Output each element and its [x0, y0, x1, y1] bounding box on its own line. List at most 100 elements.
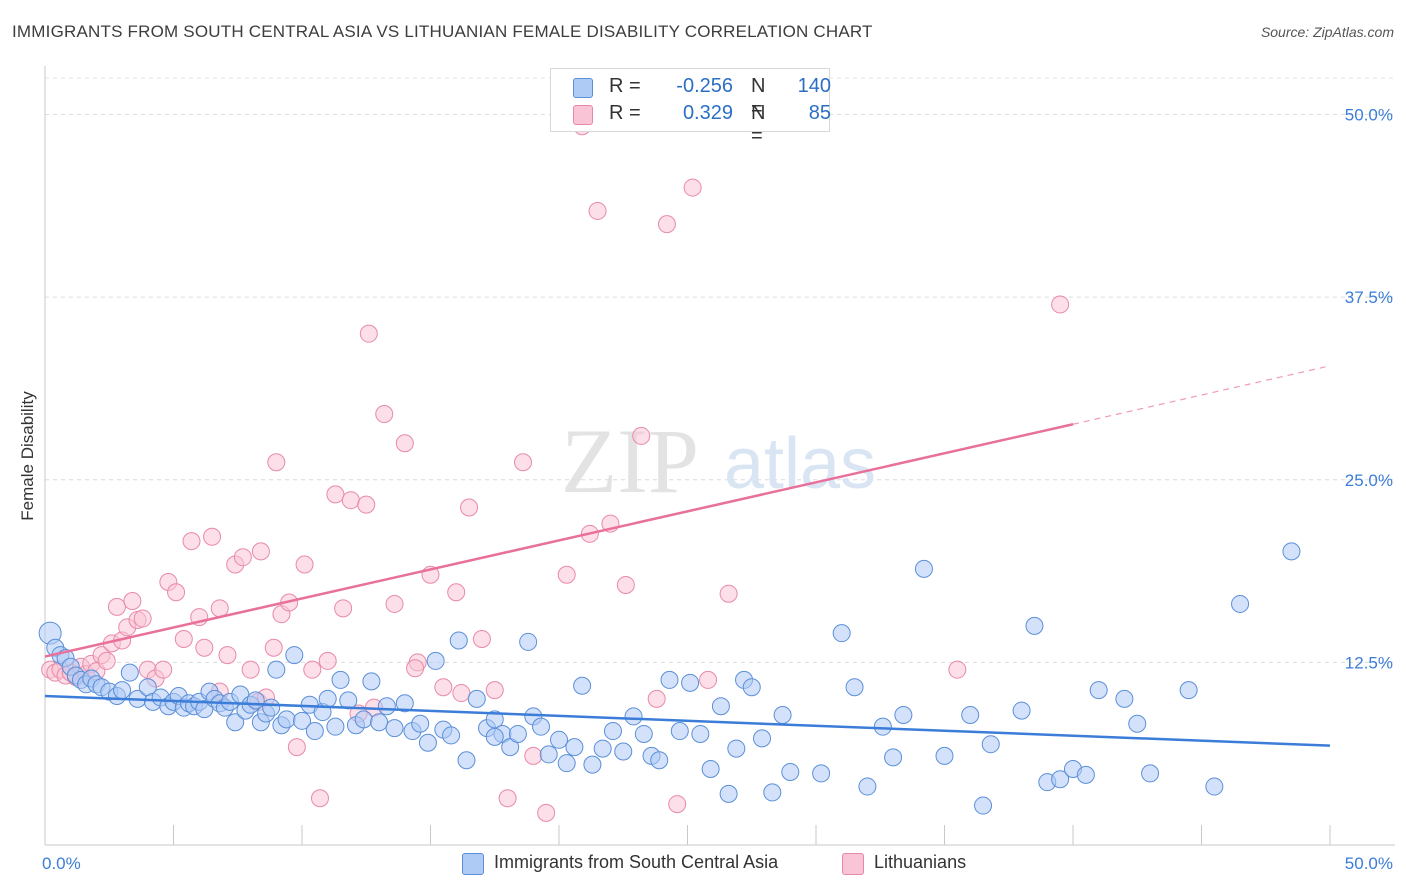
data-point-lithuanians — [310, 789, 329, 808]
data-point-lithuanians — [447, 583, 466, 602]
y-tick-label: 25.0% — [1345, 471, 1393, 490]
data-point-south-central-asia — [961, 705, 980, 724]
data-point-lithuanians — [719, 584, 738, 603]
data-point-south-central-asia — [377, 697, 396, 716]
data-point-south-central-asia — [974, 796, 993, 815]
data-point-south-central-asia — [1179, 681, 1198, 700]
legend-r-value-pink: 0.329 — [682, 102, 733, 124]
data-point-south-central-asia — [650, 751, 669, 770]
data-point-south-central-asia — [285, 646, 304, 665]
data-point-south-central-asia — [884, 748, 903, 767]
axes — [44, 66, 1395, 846]
data-point-south-central-asia — [305, 722, 324, 741]
data-point-south-central-asia — [858, 777, 877, 796]
data-point-south-central-asia — [935, 746, 954, 765]
data-point-south-central-asia — [539, 745, 558, 764]
data-point-lithuanians — [359, 324, 378, 343]
chart-title: IMMIGRANTS FROM SOUTH CENTRAL ASIA VS LI… — [12, 22, 873, 41]
data-point-south-central-asia — [981, 735, 1000, 754]
data-point-south-central-asia — [624, 707, 643, 726]
data-point-lithuanians — [123, 592, 142, 611]
data-point-lithuanians — [452, 684, 471, 703]
data-point-south-central-asia — [1025, 616, 1044, 635]
data-point-south-central-asia — [691, 724, 710, 743]
y-tick-label: 37.5% — [1345, 288, 1393, 307]
data-point-south-central-asia — [781, 762, 800, 781]
data-point-south-central-asia — [501, 738, 520, 757]
data-point-lithuanians — [203, 527, 222, 546]
data-point-south-central-asia — [565, 738, 584, 757]
data-point-lithuanians — [241, 660, 260, 679]
data-point-south-central-asia — [773, 705, 792, 724]
data-point-lithuanians — [174, 630, 193, 649]
watermark-atlas: atlas — [724, 424, 876, 504]
data-point-lithuanians — [524, 746, 543, 765]
data-point-south-central-asia — [634, 724, 653, 743]
data-point-lithuanians — [154, 660, 173, 679]
data-point-lithuanians — [668, 795, 687, 814]
data-point-south-central-asia — [614, 742, 633, 761]
data-point-lithuanians — [326, 485, 345, 504]
data-point-lithuanians — [406, 659, 425, 678]
data-point-lithuanians — [133, 609, 152, 628]
data-point-south-central-asia — [326, 717, 345, 736]
legend-swatch-pink — [573, 105, 593, 125]
data-point-south-central-asia — [593, 739, 612, 758]
data-point-south-central-asia — [449, 631, 468, 650]
y-tick-label: 12.5% — [1345, 653, 1393, 672]
data-point-lithuanians — [233, 548, 252, 567]
data-point-lithuanians — [647, 689, 666, 708]
x-tick-label: 50.0% — [1345, 854, 1393, 873]
data-point-lithuanians — [334, 599, 353, 618]
data-point-lithuanians — [167, 583, 186, 602]
data-point-south-central-asia — [894, 705, 913, 724]
data-point-lithuanians — [699, 670, 718, 689]
data-point-lithuanians — [182, 532, 201, 551]
data-point-south-central-asia — [418, 733, 437, 752]
data-point-lithuanians — [632, 426, 651, 445]
trend-line-lithuanians-extension — [1072, 365, 1331, 425]
legend-n-value-blue: 140 — [797, 75, 831, 97]
bottom-legend-swatch-pink — [842, 853, 864, 875]
data-point-south-central-asia — [1115, 689, 1134, 708]
data-point-lithuanians — [341, 491, 360, 510]
data-point-lithuanians — [460, 498, 479, 517]
data-point-south-central-asia — [1205, 777, 1224, 796]
data-point-south-central-asia — [753, 729, 772, 748]
data-point-lithuanians — [498, 789, 517, 808]
data-point-lithuanians — [375, 405, 394, 424]
data-point-south-central-asia — [485, 710, 504, 729]
legend-n-value-pink: 85 — [808, 102, 831, 124]
data-point-south-central-asia — [832, 624, 851, 643]
data-point-lithuanians — [588, 201, 607, 220]
data-point-south-central-asia — [262, 698, 281, 717]
data-point-south-central-asia — [670, 722, 689, 741]
data-point-south-central-asia — [532, 717, 551, 736]
data-point-south-central-asia — [583, 755, 602, 774]
data-point-south-central-asia — [1051, 770, 1070, 789]
legend-n-label: N = — [751, 102, 766, 147]
data-point-south-central-asia — [485, 727, 504, 746]
data-point-lithuanians — [434, 678, 453, 697]
source-label: Source: ZipAtlas.com — [1260, 24, 1394, 40]
data-point-south-central-asia — [550, 730, 568, 749]
trend-lines — [44, 365, 1331, 747]
data-point-south-central-asia — [914, 559, 933, 578]
legend-r-value-blue: -0.256 — [676, 75, 733, 97]
data-point-south-central-asia — [711, 697, 730, 716]
data-point-south-central-asia — [226, 713, 245, 732]
watermark-zip: ZIP — [561, 410, 699, 512]
legend-r-label: R = — [609, 75, 641, 97]
legend-swatch-blue — [573, 78, 593, 98]
data-point-lithuanians — [303, 660, 322, 679]
data-point-south-central-asia — [354, 710, 373, 729]
data-point-south-central-asia — [370, 713, 389, 732]
data-point-south-central-asia — [318, 689, 337, 708]
data-point-south-central-asia — [763, 783, 782, 802]
data-point-lithuanians — [295, 555, 314, 574]
data-point-south-central-asia — [277, 710, 296, 729]
data-point-south-central-asia — [1231, 594, 1250, 613]
data-point-south-central-asia — [742, 678, 761, 697]
data-point-south-central-asia — [467, 689, 486, 708]
